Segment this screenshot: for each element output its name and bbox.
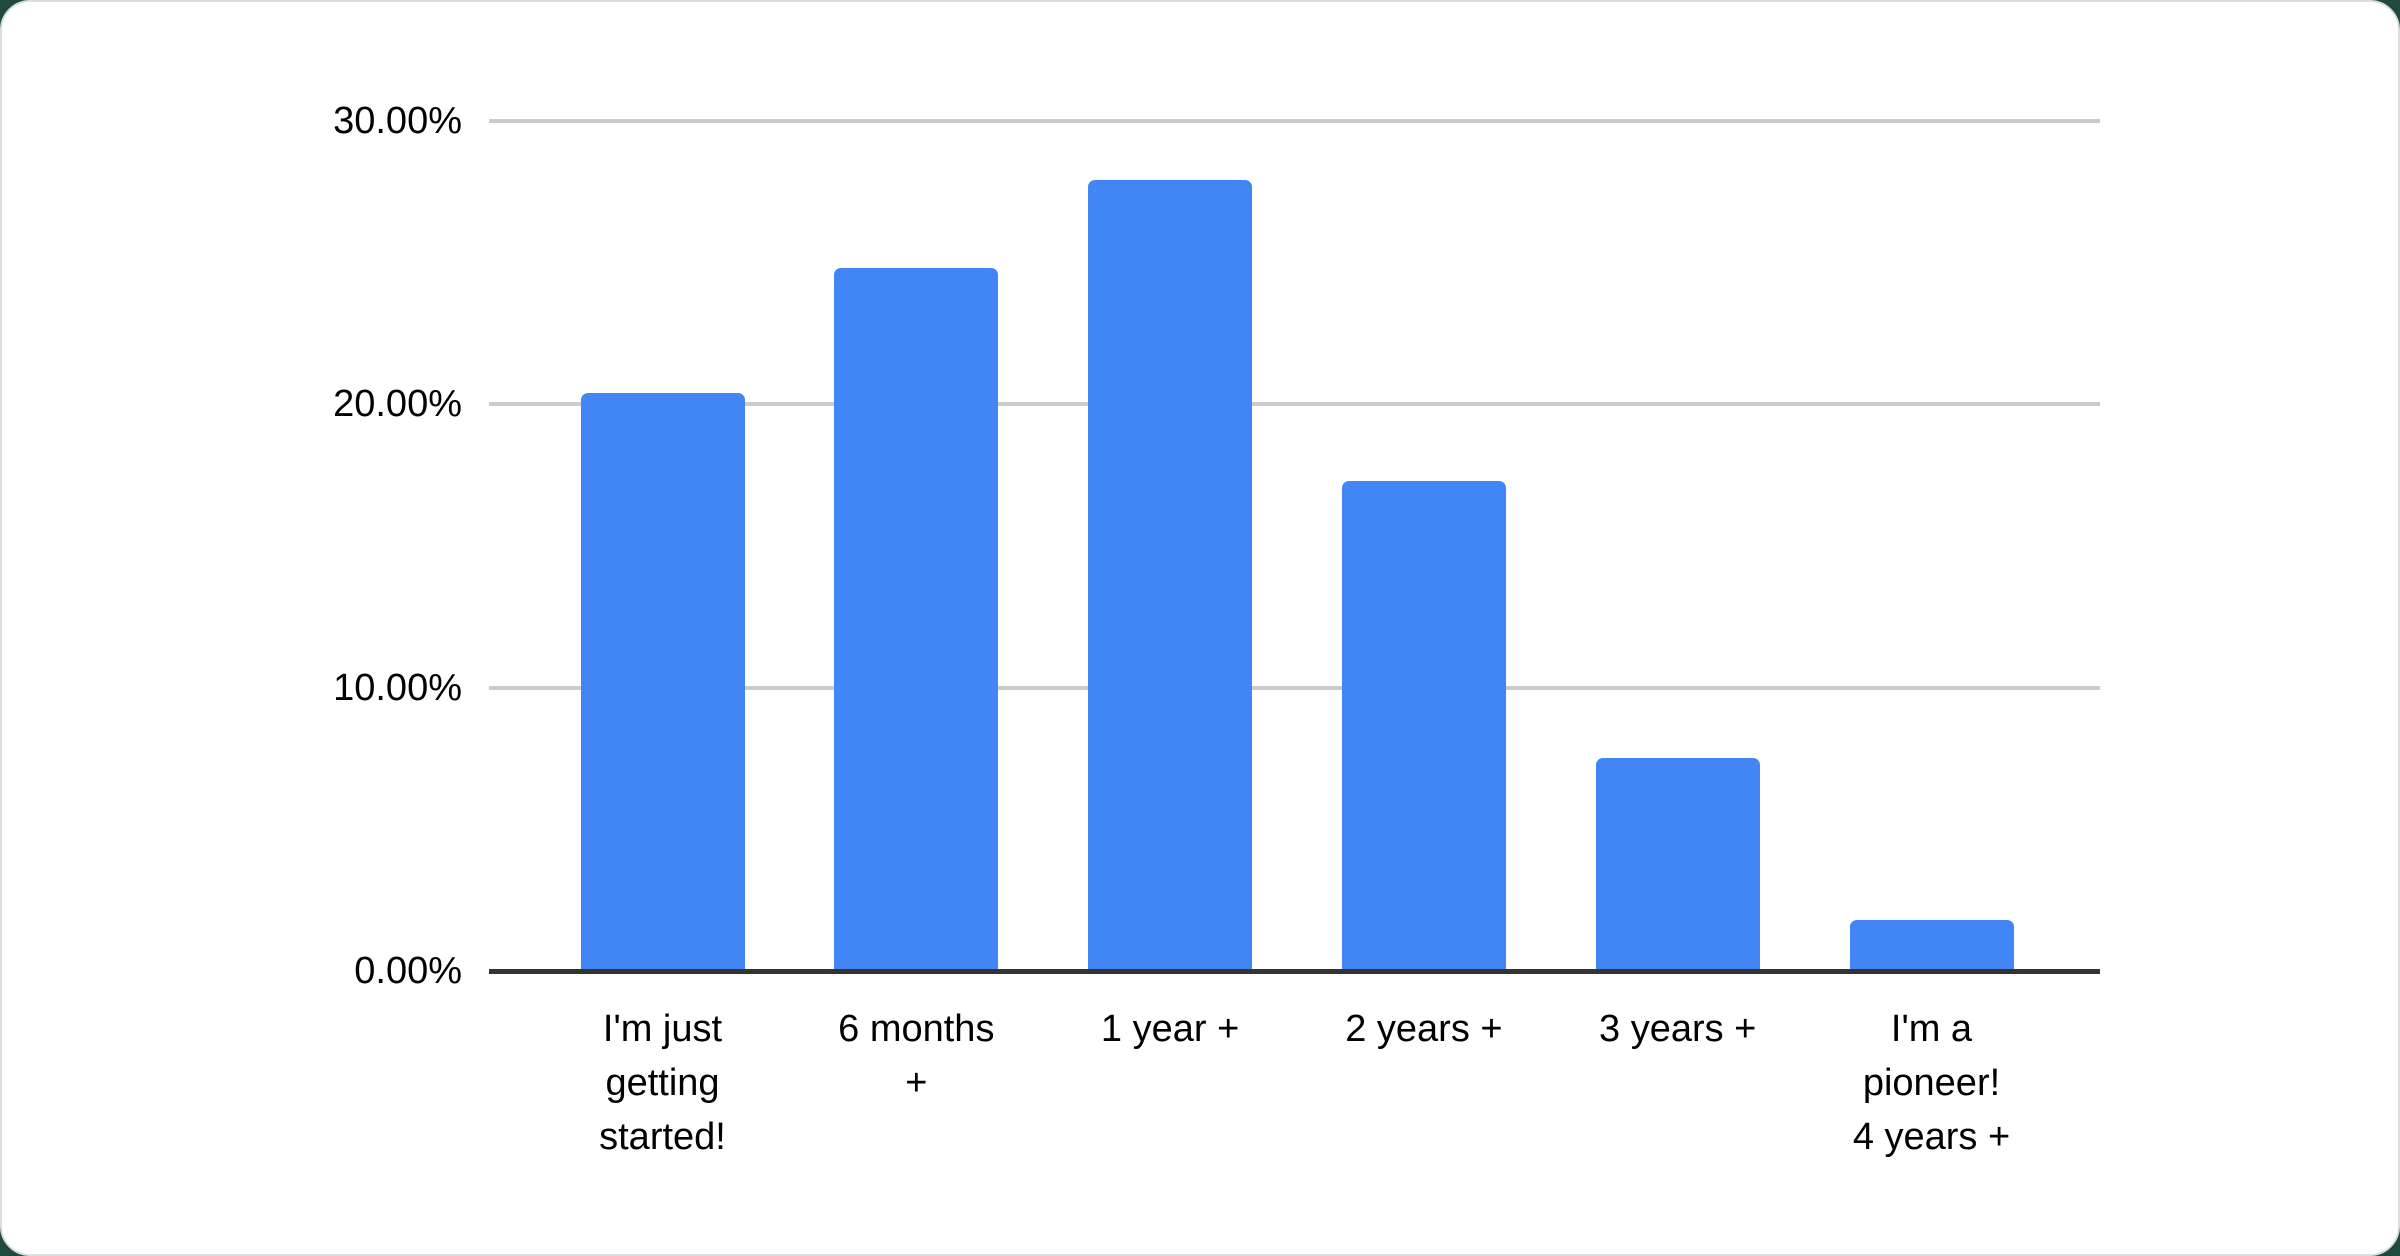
bar-5[interactable] — [1595, 758, 1760, 971]
bar-3[interactable] — [1088, 180, 1253, 971]
bar-4[interactable] — [1341, 480, 1506, 971]
y-axis-tick-label-20pct: 20.00% — [333, 383, 462, 425]
x-axis-category-label-3: 1 year + — [1100, 1008, 1240, 1050]
x-axis-category-label-6: I'm a pioneer! 4 years + — [1852, 1008, 2011, 1158]
bar-6[interactable] — [1849, 919, 2014, 971]
gridline-10pct — [489, 685, 2100, 690]
x-axis-category-label-2: 6 months + — [838, 1008, 995, 1104]
bar-1[interactable] — [580, 392, 745, 971]
gridline-20pct — [489, 402, 2100, 406]
x-axis-category-label-5: 3 years + — [1599, 1008, 1757, 1050]
x-axis-category-label-1: I'm just getting started! — [599, 1008, 726, 1158]
x-axis-line — [489, 969, 2100, 974]
y-axis-tick-label-0pct: 0.00% — [354, 950, 462, 992]
y-axis-tick-label-10pct: 10.00% — [333, 666, 462, 709]
x-axis-category-label-4: 2 years + — [1345, 1008, 1503, 1050]
gridline-30pct — [489, 118, 2100, 123]
bar-2[interactable] — [834, 267, 999, 971]
y-axis-tick-label-30pct: 30.00% — [333, 99, 462, 142]
